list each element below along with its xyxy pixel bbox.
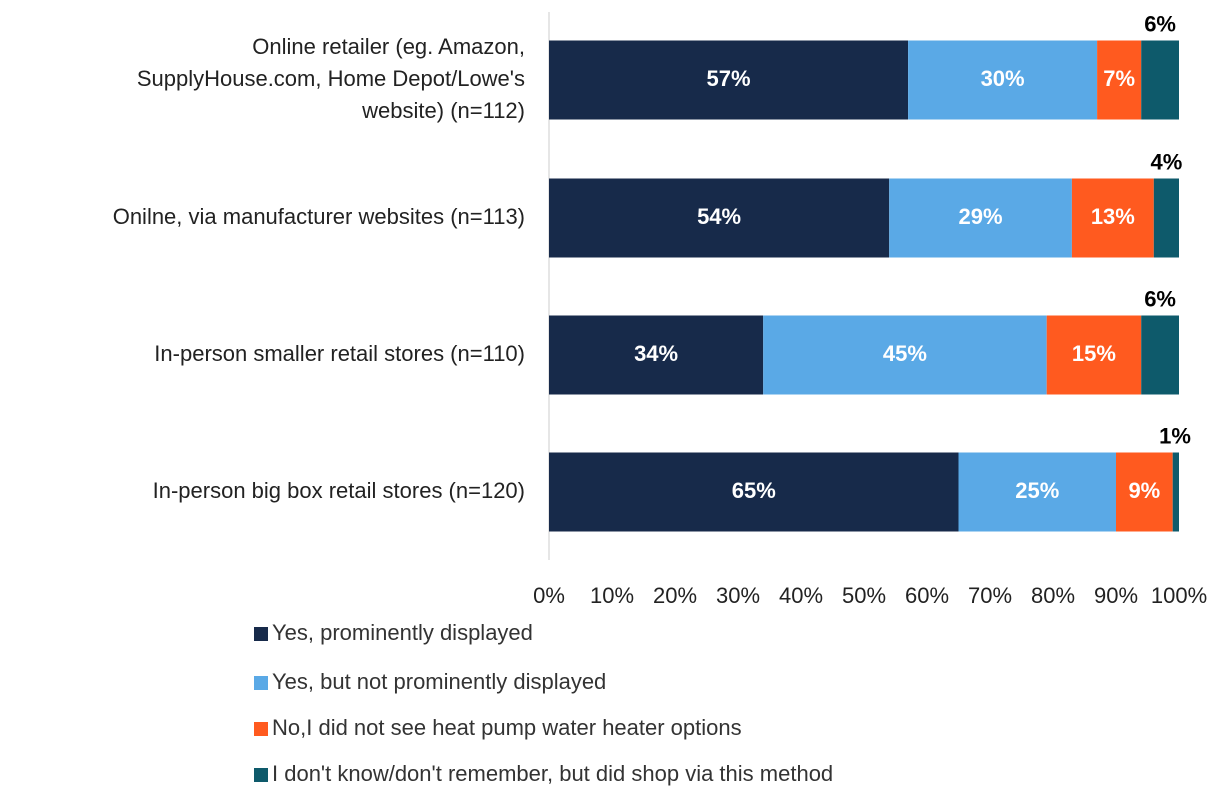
category-label: In-person smaller retail stores (n=110): [154, 341, 525, 366]
x-tick-label: 50%: [842, 583, 886, 608]
x-tick-label: 40%: [779, 583, 823, 608]
x-tick-label: 60%: [905, 583, 949, 608]
x-tick-label: 90%: [1094, 583, 1138, 608]
legend-swatch: [254, 627, 268, 641]
category-label: Online retailer (eg. Amazon, SupplyHouse.…: [137, 34, 525, 123]
data-label: 54%: [697, 204, 741, 229]
data-label: 45%: [883, 341, 927, 366]
legend-swatch: [254, 768, 268, 782]
data-label: 25%: [1015, 478, 1059, 503]
bar-segment: [1097, 40, 1142, 120]
bar-segment: [549, 40, 909, 120]
data-label: 29%: [959, 204, 1003, 229]
data-label: 13%: [1091, 204, 1135, 229]
data-label: 9%: [1128, 478, 1160, 503]
x-tick-label: 0%: [533, 583, 565, 608]
category-label: Onilne, via manufacturer websites (n=113…: [113, 204, 525, 229]
data-label: 57%: [707, 66, 751, 91]
x-tick-label: 80%: [1031, 583, 1075, 608]
x-tick-label: 10%: [590, 583, 634, 608]
x-tick-label: 70%: [968, 583, 1012, 608]
legend-swatch: [254, 676, 268, 690]
bar-segment: [1116, 452, 1173, 532]
bar-segment: [908, 40, 1098, 120]
data-label: 15%: [1072, 341, 1116, 366]
bar-segment: [1046, 315, 1142, 395]
bar-segment: [549, 452, 959, 532]
data-label: 1%: [1159, 423, 1191, 448]
legend-label: Yes, but not prominently displayed: [272, 669, 606, 694]
bar-segment: [958, 452, 1116, 532]
data-label: 65%: [732, 478, 776, 503]
x-tick-label: 20%: [653, 583, 697, 608]
bar-segment: [1153, 178, 1179, 258]
data-label: 34%: [634, 341, 678, 366]
bar-segment: [763, 315, 1047, 395]
bar-segment: [549, 178, 890, 258]
bar-segment: [1141, 40, 1179, 120]
data-label: 4%: [1151, 149, 1183, 174]
category-label: In-person big box retail stores (n=120): [153, 478, 525, 503]
bar-segment: [1071, 178, 1154, 258]
legend-label: No,I did not see heat pump water heater …: [272, 715, 742, 740]
bar-segment: [889, 178, 1072, 258]
legend-label: I don't know/don't remember, but did sho…: [272, 761, 833, 786]
bar-segment: [549, 315, 764, 395]
data-label: 7%: [1103, 66, 1135, 91]
bar-segment: [1141, 315, 1179, 395]
bar-segment: [1172, 452, 1179, 532]
x-tick-label: 30%: [716, 583, 760, 608]
data-label: 6%: [1144, 286, 1176, 311]
data-label: 6%: [1144, 11, 1176, 36]
legend-label: Yes, prominently displayed: [272, 620, 533, 645]
x-tick-label: 100%: [1151, 583, 1207, 608]
data-label: 30%: [981, 66, 1025, 91]
legend-swatch: [254, 722, 268, 736]
